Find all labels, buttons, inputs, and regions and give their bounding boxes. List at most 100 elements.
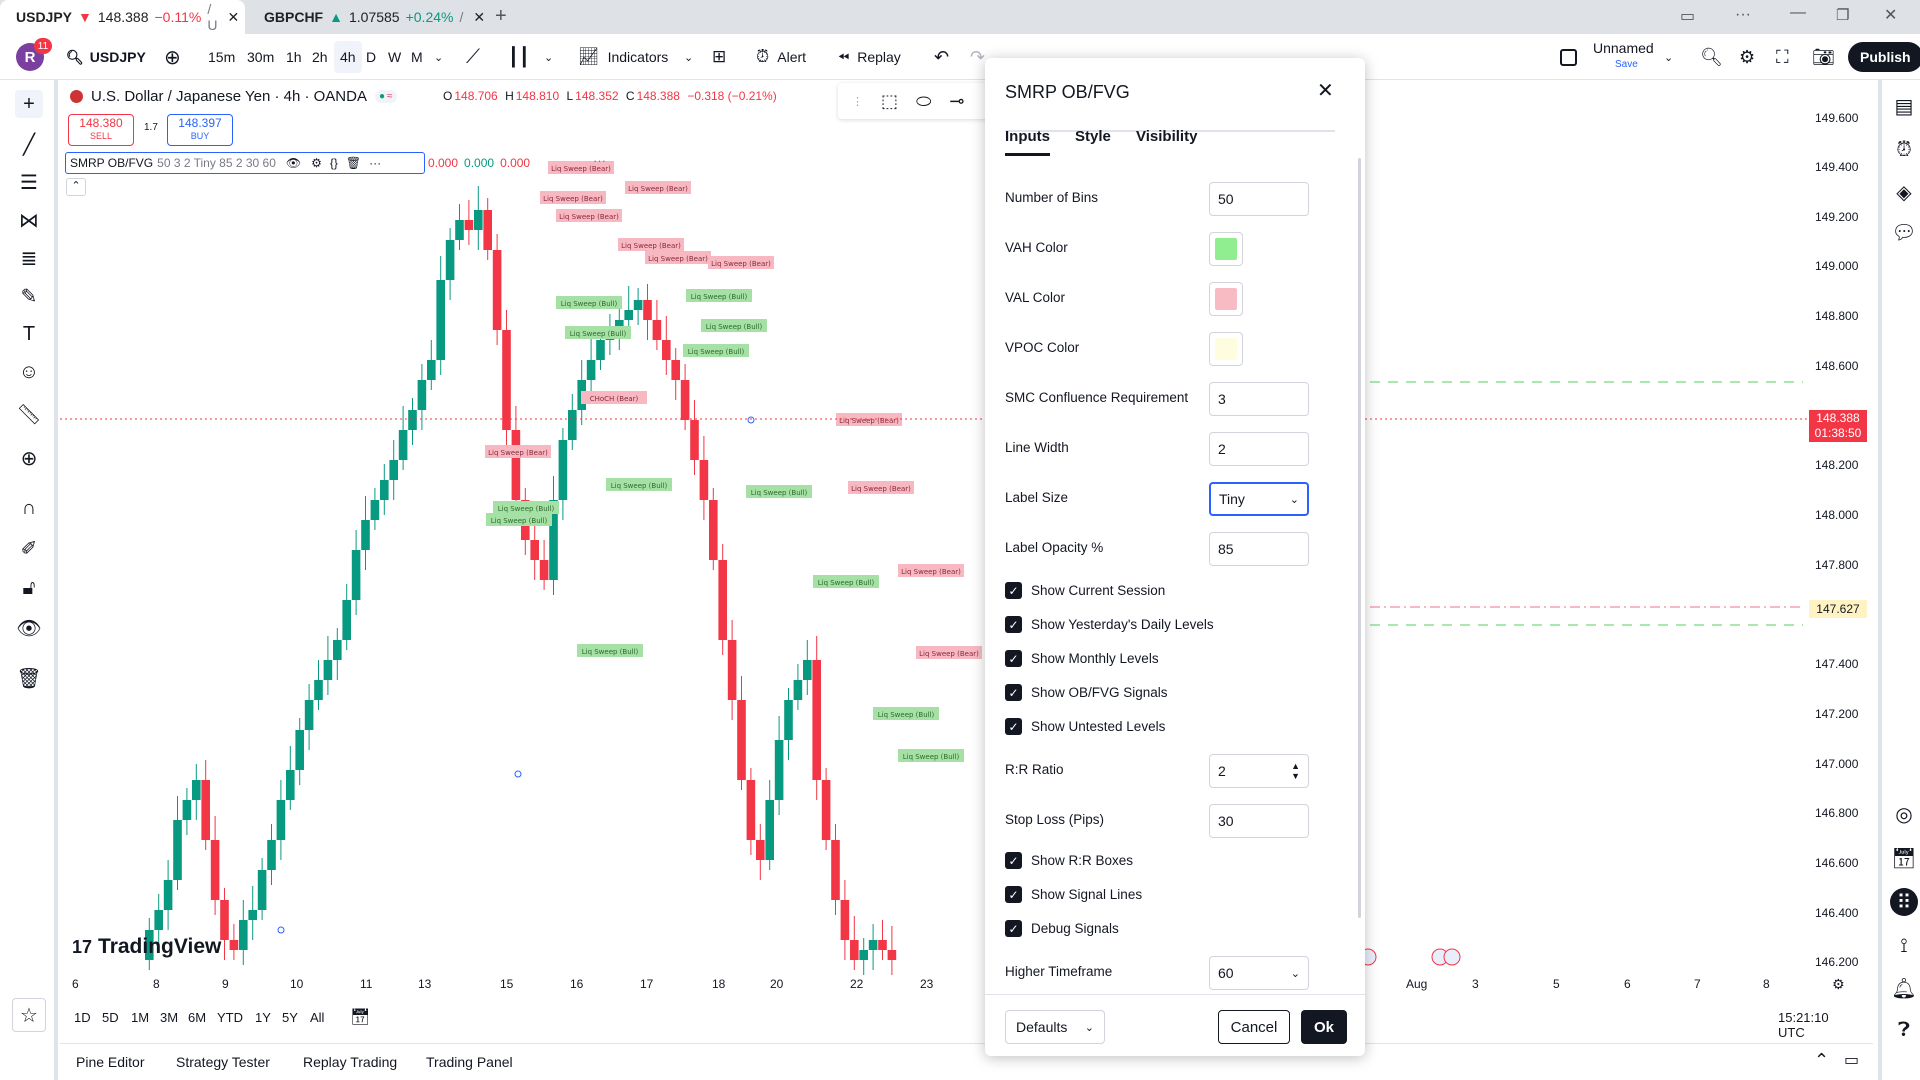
- interval-w[interactable]: W: [388, 49, 402, 65]
- restore-icon[interactable]: ❐: [1836, 7, 1850, 24]
- range-all[interactable]: All: [310, 1010, 325, 1025]
- more-icon[interactable]: ···: [369, 156, 382, 170]
- publish-button[interactable]: Publish: [1848, 42, 1920, 72]
- range-1m[interactable]: 1M: [131, 1010, 150, 1025]
- show-rr-boxes-checkbox[interactable]: ✓ Show R:R Boxes: [1005, 852, 1133, 869]
- eye-icon[interactable]: 👁︎: [285, 156, 302, 170]
- cancel-button[interactable]: Cancel: [1218, 1010, 1290, 1044]
- show-signal-lines-checkbox[interactable]: ✓ Show Signal Lines: [1005, 886, 1142, 903]
- fullscreen-icon[interactable]: ⛶: [1776, 46, 1789, 67]
- dialog-scrollbar[interactable]: [1358, 158, 1361, 918]
- sell-button[interactable]: 148.380 SELL: [68, 114, 134, 146]
- interval-15m[interactable]: 15m: [208, 49, 236, 65]
- settings-gear-icon[interactable]: ⚙︎: [311, 156, 322, 170]
- show-untested-levels-checkbox[interactable]: ✓ Show Untested Levels: [1005, 718, 1165, 735]
- interval-m[interactable]: M: [411, 49, 423, 65]
- quick-search-icon[interactable]: 🔍︎: [1700, 46, 1723, 67]
- calendar-icon[interactable]: 📅︎: [1891, 847, 1917, 870]
- layout-save-label[interactable]: Save: [1615, 59, 1638, 70]
- chevron-down-icon[interactable]: ⌄: [544, 51, 554, 64]
- close-icon[interactable]: ✕: [473, 8, 486, 25]
- label-size-select[interactable]: Tiny ⌄: [1209, 482, 1309, 516]
- indicator-legend-row[interactable]: SMRP OB/FVG 50 3 2 Tiny 85 2 30 60 👁︎ ⚙︎…: [65, 152, 425, 174]
- chat-icon[interactable]: 💬︎: [1891, 221, 1917, 244]
- line-width-input[interactable]: 2: [1209, 432, 1309, 466]
- symbol-search-button[interactable]: 🔍︎ USDJPY: [66, 34, 146, 80]
- show-current-session-checkbox[interactable]: ✓ Show Current Session: [1005, 582, 1165, 599]
- higher-timeframe-select[interactable]: 60 ⌄: [1209, 956, 1309, 990]
- lock-icon[interactable]: 🔓︎: [22, 576, 36, 599]
- axis-settings-gear-icon[interactable]: ⚙︎: [1832, 976, 1845, 992]
- debug-signals-checkbox[interactable]: ✓ Debug Signals: [1005, 920, 1119, 937]
- layers-icon[interactable]: ◈: [1896, 181, 1912, 204]
- interval-d[interactable]: D: [366, 49, 377, 65]
- horizontal-lines-icon[interactable]: ☰: [20, 171, 38, 194]
- interval-30m[interactable]: 30m: [247, 49, 275, 65]
- close-icon[interactable]: ✕: [1317, 80, 1334, 102]
- vpoc-color-swatch[interactable]: [1209, 332, 1243, 366]
- trendline-icon[interactable]: ╱: [22, 133, 36, 156]
- replay-button[interactable]: ⏪︎ Replay: [838, 34, 901, 80]
- more-icon[interactable]: ···: [593, 153, 606, 168]
- undo-icon[interactable]: ↶: [934, 46, 950, 67]
- bell-icon[interactable]: 🔔︎: [1891, 977, 1917, 1000]
- apps-grid-icon[interactable]: ⠿: [1890, 888, 1918, 916]
- range-1y[interactable]: 1Y: [255, 1010, 271, 1025]
- text-icon[interactable]: T: [22, 322, 36, 345]
- trash-icon[interactable]: 🗑︎: [345, 156, 362, 170]
- number-of-bins-input[interactable]: 50: [1209, 182, 1309, 216]
- watchlist-icon[interactable]: ▤: [1894, 95, 1914, 118]
- range-ytd[interactable]: YTD: [217, 1010, 243, 1025]
- target-icon[interactable]: ◎: [1895, 803, 1913, 826]
- tab-inputs[interactable]: Inputs: [1005, 128, 1050, 156]
- help-icon[interactable]: ❓︎: [1897, 1018, 1911, 1041]
- sidebar-toggle-icon[interactable]: ▭: [1680, 8, 1696, 25]
- range-3m[interactable]: 3M: [160, 1010, 179, 1025]
- range-6m[interactable]: 6M: [188, 1010, 207, 1025]
- source-code-icon[interactable]: {}: [329, 156, 338, 170]
- indicators-button[interactable]: 📈︎ Indicators: [578, 34, 668, 80]
- tab-style[interactable]: Style: [1075, 128, 1111, 145]
- ok-button[interactable]: Ok: [1301, 1010, 1347, 1044]
- val-color-swatch[interactable]: [1209, 282, 1243, 316]
- interval-1h[interactable]: 1h: [286, 49, 302, 65]
- minimize-icon[interactable]: —: [1790, 4, 1806, 21]
- browser-tab-usdjpy[interactable]: USDJPY ▼ 148.388 −0.11% / U ✕: [0, 0, 245, 34]
- pattern-icon[interactable]: ⋈: [19, 209, 39, 232]
- browser-tab-gbpchf[interactable]: GBPCHF ▲ 1.07585 +0.24% / ✕: [248, 0, 493, 34]
- zoom-in-icon[interactable]: ⊕: [20, 447, 38, 470]
- rr-ratio-stepper[interactable]: 2 ▲ ▼: [1209, 754, 1309, 788]
- clock-utc[interactable]: 15:21:10 UTC: [1778, 1010, 1829, 1040]
- chevron-down-icon[interactable]: ⌄: [684, 51, 694, 64]
- layout-name[interactable]: Unnamed: [1593, 40, 1654, 56]
- label-opacity-input[interactable]: 85: [1209, 532, 1309, 566]
- stream-icon[interactable]: ⟟: [1900, 934, 1908, 957]
- defaults-dropdown[interactable]: Defaults ⌄: [1005, 1010, 1105, 1044]
- tab-visibility[interactable]: Visibility: [1136, 128, 1198, 145]
- layout-checkbox-icon[interactable]: [1560, 34, 1577, 80]
- tab-replay-trading[interactable]: Replay Trading: [303, 1054, 398, 1070]
- redo-icon[interactable]: ↷: [970, 46, 986, 67]
- chevron-down-icon[interactable]: ⌄: [434, 51, 444, 64]
- maximize-panel-icon[interactable]: ▭: [1844, 1052, 1860, 1069]
- stepper-arrows-icon[interactable]: ▲ ▼: [1291, 761, 1300, 781]
- alert-button[interactable]: ⏰︎ Alert: [756, 34, 806, 80]
- vah-color-swatch[interactable]: [1209, 232, 1243, 266]
- ruler-icon[interactable]: 📏︎: [16, 403, 42, 426]
- crosshair-icon[interactable]: +: [15, 90, 43, 118]
- collapse-chevron-icon[interactable]: ⌃: [66, 178, 86, 196]
- tab-pine-editor[interactable]: Pine Editor: [76, 1054, 145, 1070]
- window-close-icon[interactable]: ✕: [1884, 7, 1898, 24]
- magnet-icon[interactable]: ∩: [21, 496, 37, 519]
- range-5y[interactable]: 5Y: [282, 1010, 298, 1025]
- chevron-up-icon[interactable]: ⌃: [1814, 1050, 1830, 1070]
- rectangle-icon[interactable]: ⬚: [881, 90, 899, 111]
- emoji-icon[interactable]: ☺: [18, 360, 40, 383]
- range-5d[interactable]: 5D: [102, 1010, 119, 1025]
- close-icon[interactable]: ✕: [227, 8, 240, 25]
- smc-confluence-input[interactable]: 3: [1209, 382, 1309, 416]
- favorites-star-icon[interactable]: ☆: [12, 998, 46, 1032]
- ellipse-icon[interactable]: ⬭: [916, 90, 932, 111]
- stop-loss-input[interactable]: 30: [1209, 804, 1309, 838]
- interval-2h[interactable]: 2h: [312, 49, 328, 65]
